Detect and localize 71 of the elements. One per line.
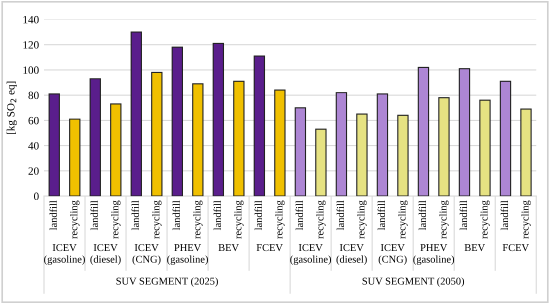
x-tick-label: recycling xyxy=(234,200,244,239)
y-tick-label: 40 xyxy=(28,142,39,150)
y-tick-label: 140 xyxy=(23,16,39,24)
bar xyxy=(48,93,60,196)
text: ICEV (CNG) xyxy=(132,244,161,265)
x-tick-label: recycling xyxy=(480,200,490,239)
text: BEV xyxy=(218,244,239,252)
x-tick-label: recycling xyxy=(521,200,531,239)
bar xyxy=(172,46,183,196)
text: SUV SEGMENT (2050) xyxy=(362,277,464,287)
bar xyxy=(500,80,512,196)
bar xyxy=(418,66,430,196)
bar xyxy=(274,90,286,196)
x-tick-label: landfill xyxy=(49,200,57,230)
x-tick-label: recycling xyxy=(357,200,367,239)
x-tick-label: landfill xyxy=(254,200,262,230)
bar xyxy=(90,78,101,196)
text: PHEV (gasoline) xyxy=(413,244,454,265)
text: ICEV (CNG) xyxy=(378,244,407,265)
bar xyxy=(110,103,122,196)
bar xyxy=(151,72,162,196)
bar xyxy=(458,68,470,196)
bar xyxy=(212,42,224,196)
x-tick-label: recycling xyxy=(439,200,449,239)
bar xyxy=(397,114,409,196)
y-tick-label: 120 xyxy=(23,41,39,49)
bar xyxy=(336,92,348,196)
y-tick-label: 20 xyxy=(28,167,39,175)
x-tick-label: recycling xyxy=(275,200,285,239)
bar xyxy=(130,32,142,196)
x-tick-label: landfill xyxy=(172,200,180,230)
text: SUV SEGMENT (2025) xyxy=(116,277,218,287)
x-tick-label: recycling xyxy=(316,200,326,239)
y-tick-label: 80 xyxy=(28,92,39,100)
bar xyxy=(376,93,388,196)
x-tick-label: landfill xyxy=(418,200,426,230)
x-tick-label: landfill xyxy=(336,200,344,230)
bar xyxy=(520,108,532,196)
x-tick-label: recycling xyxy=(70,200,80,239)
bar xyxy=(356,114,368,196)
x-tick-label: landfill xyxy=(460,200,468,230)
bar xyxy=(233,80,245,196)
text: PHEV (gasoline) xyxy=(167,244,208,265)
text: ICEV (diesel) xyxy=(90,244,121,265)
text: BEV xyxy=(464,244,486,252)
x-tick-label: landfill xyxy=(378,200,386,230)
bar xyxy=(479,100,491,196)
text: ICEV (gasoline) xyxy=(290,244,332,265)
x-tick-label: landfill xyxy=(500,200,508,230)
y-tick-label: 60 xyxy=(28,116,39,124)
bar xyxy=(69,118,80,196)
text: FCEV xyxy=(256,244,283,252)
x-tick-label: landfill xyxy=(131,200,139,230)
text: ICEV (diesel) xyxy=(336,244,367,265)
x-tick-label: recycling xyxy=(111,200,121,239)
x-tick-label: recycling xyxy=(193,200,203,239)
y-tick-label: 100 xyxy=(23,66,39,74)
bar xyxy=(294,107,306,196)
text: ICEV (gasoline) xyxy=(44,244,85,265)
x-tick-label: recycling xyxy=(398,200,408,239)
x-tick-label: recycling xyxy=(152,200,162,239)
bar xyxy=(192,83,204,196)
y-tick-label: 0 xyxy=(34,192,39,200)
x-tick-label: landfill xyxy=(296,200,303,230)
bar xyxy=(254,55,266,196)
text: FCEV xyxy=(502,244,529,252)
x-tick-label: landfill xyxy=(214,200,221,230)
x-tick-label: landfill xyxy=(90,200,98,230)
y-axis-title: [kg SO$_{2}$ eq] xyxy=(6,82,17,134)
bar xyxy=(315,128,327,196)
bar xyxy=(438,97,450,196)
